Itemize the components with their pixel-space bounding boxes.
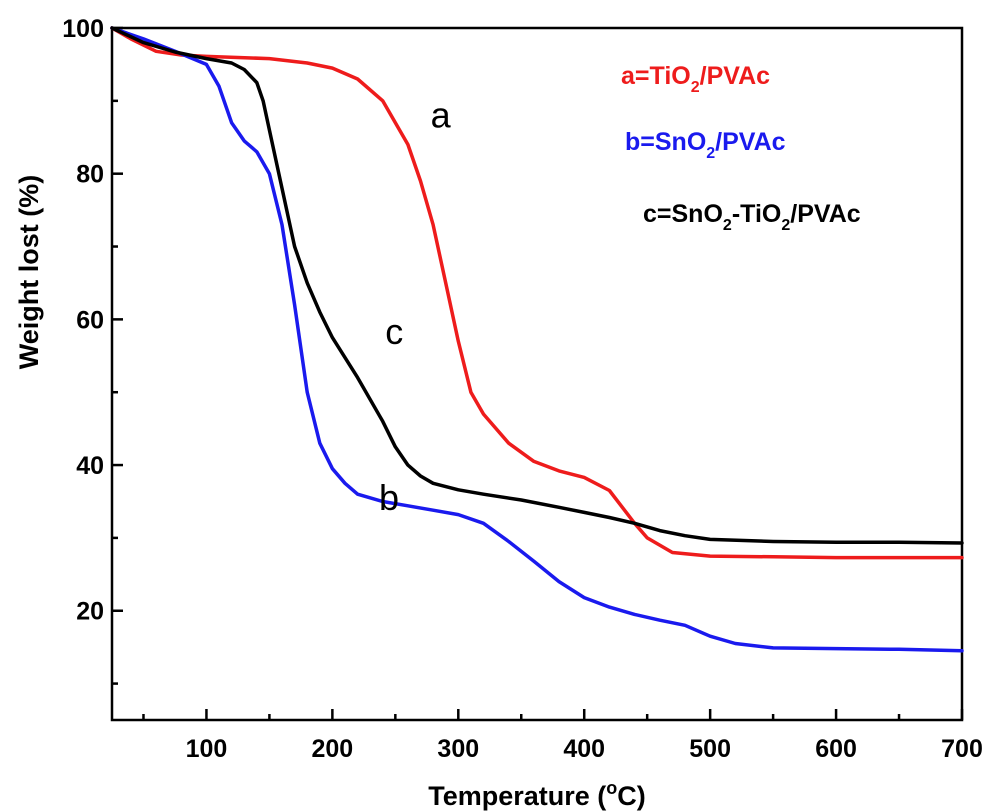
curve-label-c: c xyxy=(385,311,403,352)
x-tick-label: 200 xyxy=(312,735,354,763)
x-tick-label: 600 xyxy=(815,735,857,763)
legend-entry-b: b=SnO2/PVAc xyxy=(625,128,786,162)
y-tick-label: 60 xyxy=(76,306,104,334)
series-line-b xyxy=(110,26,964,653)
x-tick-label: 700 xyxy=(941,735,983,763)
series-layer xyxy=(110,26,964,653)
labels-layer: a c b xyxy=(379,94,452,517)
y-tick-label: 100 xyxy=(62,15,104,43)
x-tick-label: 100 xyxy=(186,735,228,763)
x-tick-label: 500 xyxy=(689,735,731,763)
curve-label-b: b xyxy=(379,477,399,518)
curve-label-a: a xyxy=(431,94,452,135)
y-tick-label: 20 xyxy=(76,598,104,626)
x-axis-title: Temperature (oC) xyxy=(428,778,646,811)
legend-entry-a: a=TiO2/PVAc xyxy=(621,62,770,96)
plot-frame xyxy=(110,26,964,722)
y-tick-label: 40 xyxy=(76,452,104,480)
series-line-c xyxy=(110,26,964,545)
x-tick-label: 300 xyxy=(437,735,479,763)
legend-entry-c: c=SnO2-TiO2/PVAc xyxy=(643,200,861,234)
series-line-a xyxy=(110,26,964,560)
plot-border xyxy=(110,26,964,722)
y-tick-label: 80 xyxy=(76,161,104,189)
ticks-layer: 100 200 300 400 500 600 700 20 40 60 80 100 xyxy=(62,15,983,763)
y-axis-title: Weight lost (%) xyxy=(14,175,44,369)
x-tick-label: 400 xyxy=(563,735,605,763)
